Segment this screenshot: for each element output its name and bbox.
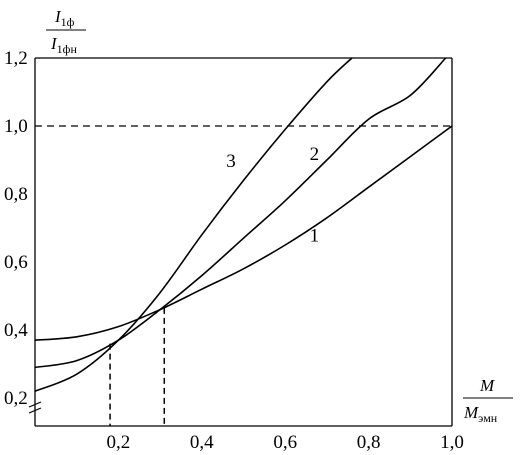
series-label-3: 3 — [226, 151, 236, 172]
y-label-numerator: I1ф — [54, 7, 75, 29]
x-label-denominator: Mэмн — [463, 403, 498, 425]
series-line-3 — [34, 57, 353, 392]
x-label-numerator: M — [479, 376, 495, 395]
tick-labels: 0,2 0,4 0,6 0,8 1,0 1,2 0,2 0,4 0,6 0,8 1,0 — [4, 48, 464, 453]
reference-lines — [35, 125, 452, 426]
x-tick-label: 0,2 — [107, 432, 131, 453]
plot-frame — [34, 57, 453, 427]
y-tick-label: 1,2 — [4, 48, 28, 69]
series-lines — [34, 57, 453, 392]
x-tick-label: 0,8 — [357, 432, 381, 453]
x-tick-label: 0,6 — [273, 432, 297, 453]
y-tick-label: 0,8 — [4, 184, 28, 205]
y-tick-label: 0,2 — [4, 388, 28, 409]
y-tick-label: 0,6 — [4, 252, 28, 273]
series-label-1: 1 — [310, 226, 320, 247]
y-label-denominator: I1фн — [50, 34, 77, 56]
series-labels: 1 2 3 — [226, 144, 319, 247]
x-tick-label: 1,0 — [440, 432, 464, 453]
series-label-2: 2 — [310, 144, 320, 165]
y-tick-label: 0,4 — [4, 320, 28, 341]
x-tick-label: 0,4 — [190, 432, 214, 453]
x-axis-label: M Mэмн — [463, 376, 513, 425]
y-axis-label: I1ф I1фн — [46, 7, 86, 56]
series-line-2 — [34, 57, 447, 369]
series-line-1 — [34, 125, 453, 341]
axis-break-marks — [28, 401, 42, 414]
y-tick-label: 1,0 — [4, 116, 28, 137]
